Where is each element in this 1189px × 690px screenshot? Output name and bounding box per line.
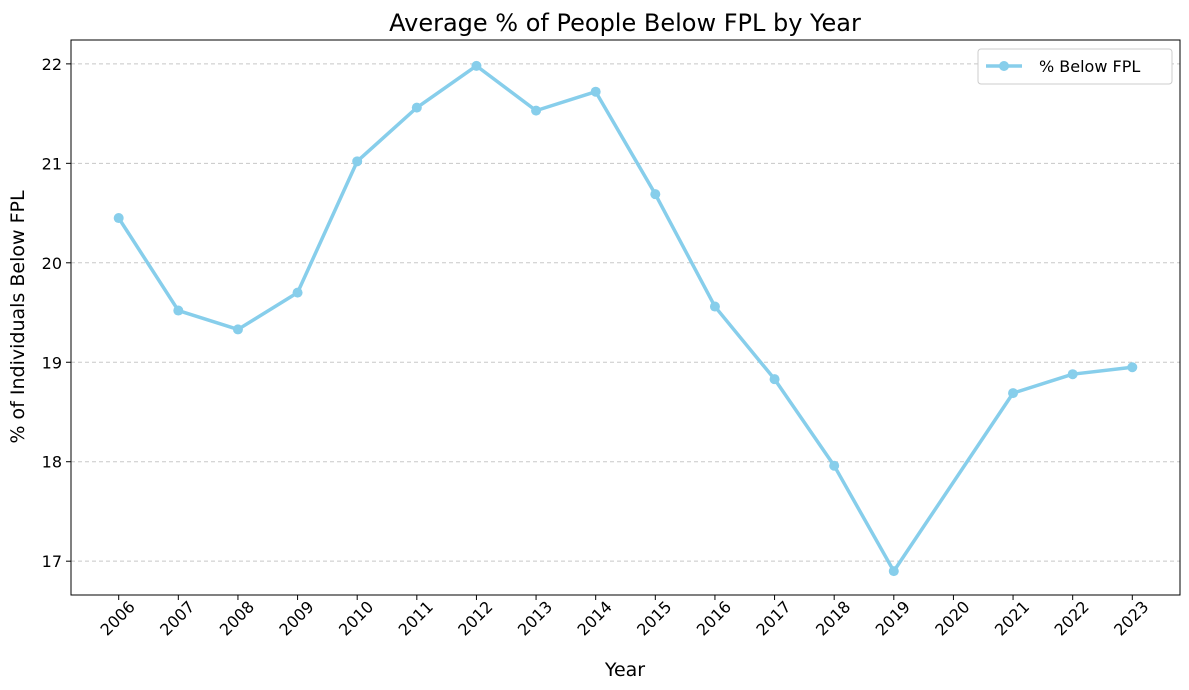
chart-title: Average % of People Below FPL by Year — [389, 9, 861, 37]
x-tick-label: 2012 — [454, 597, 496, 639]
y-tick-label: 17 — [42, 552, 62, 571]
x-tick-label: 2009 — [275, 597, 317, 639]
data-point — [292, 287, 303, 298]
data-point — [352, 156, 363, 167]
legend-marker-swatch — [999, 61, 1009, 71]
x-tick-label: 2023 — [1110, 597, 1152, 639]
data-point — [1127, 362, 1138, 373]
y-gridlines — [71, 63, 1180, 562]
x-axis: 2006 2007 2008 2009 2010 2011 2012 2013 2014 2015… — [97, 595, 1152, 639]
data-point — [232, 324, 243, 335]
x-tick-label: 2006 — [97, 597, 139, 639]
x-tick-label: 2011 — [395, 597, 437, 639]
x-tick-label: 2016 — [693, 597, 735, 639]
legend-label: % Below FPL — [1039, 57, 1140, 76]
series-line-group — [113, 60, 1138, 577]
y-tick-label: 20 — [42, 254, 62, 273]
x-tick-label: 2020 — [931, 597, 973, 639]
x-tick-label: 2013 — [514, 597, 556, 639]
data-point — [709, 301, 720, 312]
x-tick-label: 2021 — [991, 597, 1033, 639]
x-axis-title: Year — [604, 659, 645, 681]
data-point — [650, 189, 661, 200]
y-tick-label: 22 — [42, 55, 62, 74]
x-tick-label: 2017 — [752, 597, 794, 639]
x-tick-label: 2019 — [872, 597, 914, 639]
data-point — [531, 105, 542, 116]
x-tick-label: 2015 — [633, 597, 675, 639]
data-point — [113, 213, 124, 224]
data-point — [411, 102, 422, 113]
x-tick-label: 2010 — [335, 597, 377, 639]
data-point — [173, 305, 184, 316]
x-tick-label: 2007 — [156, 597, 198, 639]
x-tick-label: 2008 — [216, 597, 258, 639]
y-axis: 17 18 19 20 21 22 — [42, 55, 71, 571]
x-tick-label: 2022 — [1051, 597, 1093, 639]
data-point — [829, 460, 840, 471]
data-point — [888, 566, 899, 577]
y-tick-label: 21 — [42, 154, 62, 173]
data-point — [1067, 369, 1078, 380]
y-tick-label: 19 — [42, 353, 62, 372]
y-axis-title: % of Individuals Below FPL — [7, 190, 29, 444]
x-tick-label: 2018 — [812, 597, 854, 639]
plot-area-frame — [70, 39, 1181, 596]
series-line — [116, 64, 1135, 573]
legend: % Below FPL — [977, 48, 1173, 85]
x-tick-label: 2014 — [574, 597, 616, 639]
y-tick-label: 18 — [42, 453, 62, 472]
data-point — [1008, 388, 1019, 399]
data-point — [590, 86, 601, 97]
data-point — [769, 374, 780, 385]
legend-box — [977, 48, 1173, 85]
data-point — [471, 60, 482, 71]
